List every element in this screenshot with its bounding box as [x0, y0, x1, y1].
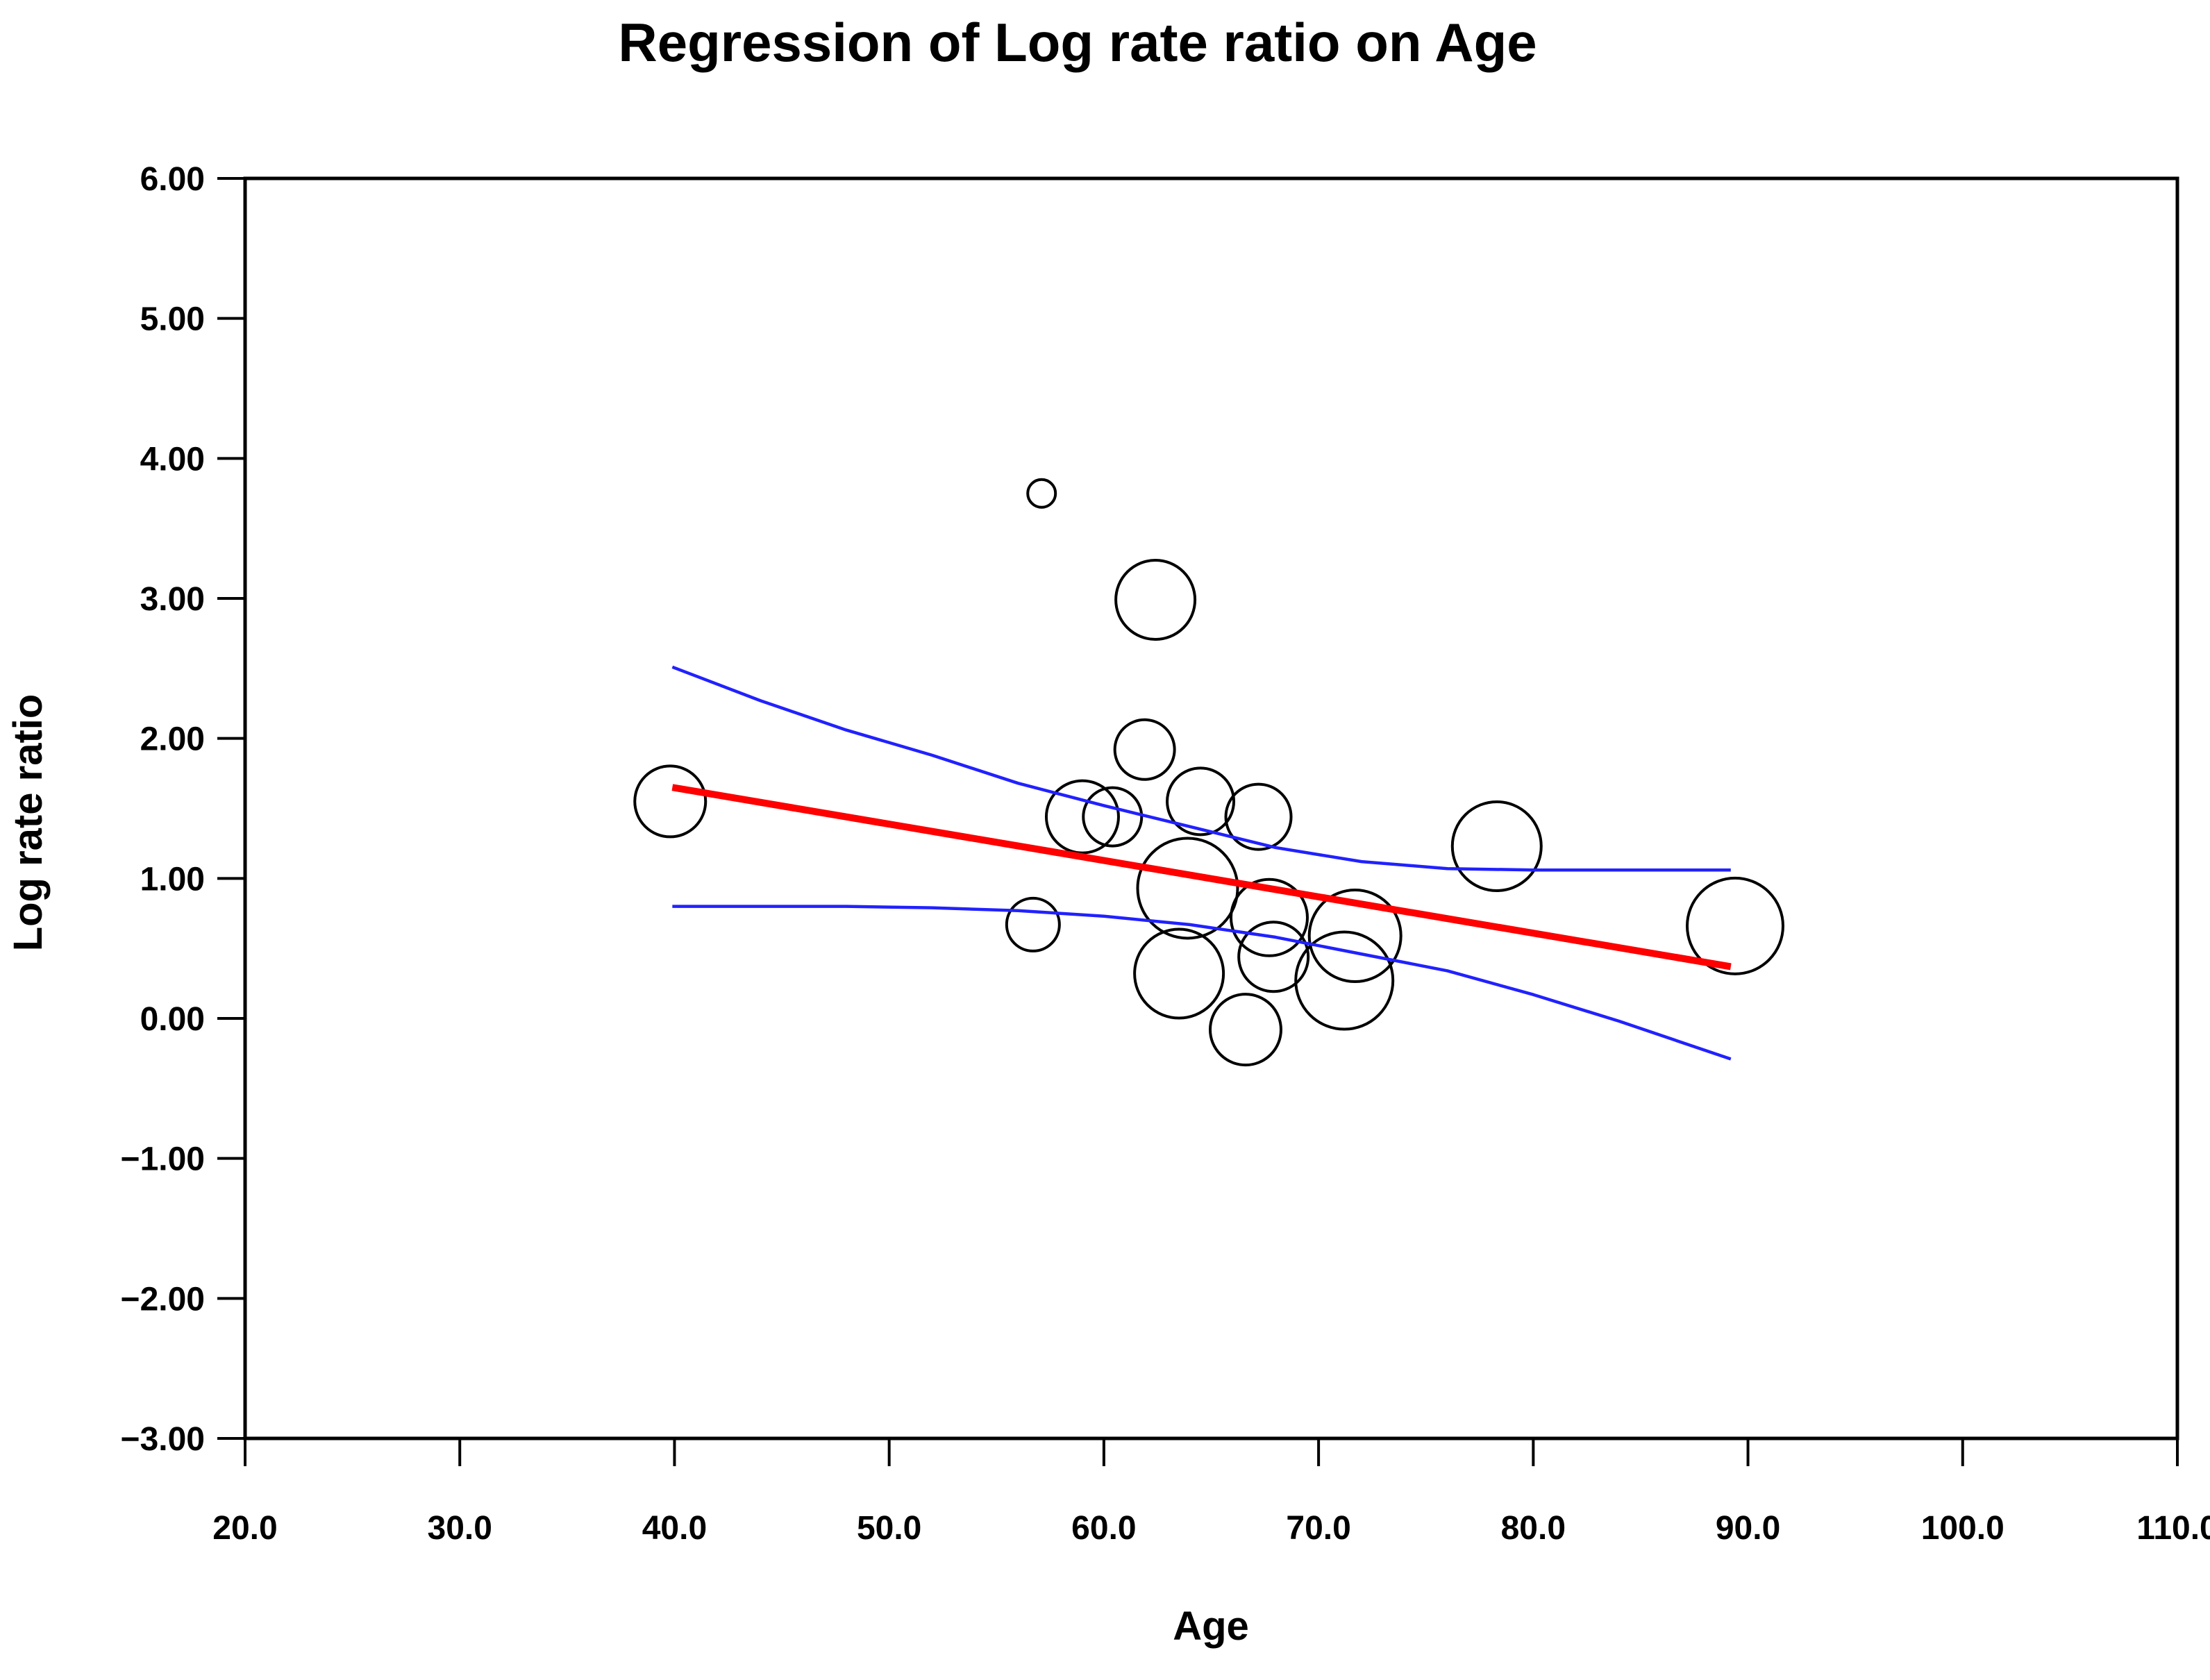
study-bubble: [1082, 786, 1144, 848]
y-tick-label: 6.00: [140, 161, 205, 198]
y-tick-label: 5.00: [140, 301, 205, 338]
study-bubble: [633, 764, 708, 839]
study-bubble: [1166, 766, 1236, 837]
study-bubble: [1208, 993, 1282, 1067]
ticks-group: 6.00 5.00 4.00 3.00 2.00 1.00 0.00 −1.00 −2.00 −3…: [121, 161, 2210, 1547]
bubbles-group: [633, 478, 1785, 1067]
study-bubble: [1136, 837, 1239, 940]
x-tick-label: 20.0: [212, 1510, 277, 1547]
y-tick-label: 4.00: [140, 441, 205, 478]
x-tick-label: 40.0: [642, 1510, 707, 1547]
y-tick-label: −1.00: [121, 1141, 205, 1178]
study-bubble: [1005, 896, 1061, 952]
lines-group: [671, 665, 1732, 1061]
study-bubble: [1307, 889, 1403, 984]
y-tick-label: 1.00: [140, 861, 205, 898]
study-bubble: [1229, 877, 1309, 957]
study-bubble: [1224, 782, 1293, 851]
x-tick-label: 60.0: [1071, 1510, 1136, 1547]
y-tick-label: −2.00: [121, 1281, 205, 1318]
x-axis-title: Age: [1173, 1604, 1249, 1649]
plot-frame-group: [243, 176, 2179, 1440]
ci-upper-line: [671, 665, 1731, 872]
x-tick-label: 80.0: [1501, 1510, 1566, 1547]
study-bubble: [1113, 718, 1176, 781]
study-bubble: [1044, 779, 1120, 855]
study-bubble: [1686, 876, 1785, 975]
plot-frame: [243, 176, 2179, 1440]
study-bubble: [1026, 478, 1057, 509]
x-tick-label: 50.0: [857, 1510, 921, 1547]
x-tick-label: 70.0: [1286, 1510, 1350, 1547]
study-bubble: [1237, 921, 1310, 993]
study-bubble: [1294, 930, 1395, 1031]
study-bubble: [1133, 927, 1225, 1020]
y-tick-label: 3.00: [140, 581, 205, 618]
study-bubble: [1114, 559, 1197, 641]
y-tick-label: 2.00: [140, 721, 205, 758]
chart-title: Regression of Log rate ratio on Age: [618, 12, 1537, 73]
y-tick-label: −3.00: [121, 1421, 205, 1458]
y-tick-label: 0.00: [140, 1001, 205, 1038]
regression-line: [671, 784, 1732, 971]
x-tick-label: 110.0: [2136, 1510, 2210, 1547]
ci-lower-line: [672, 905, 1732, 1061]
x-tick-label: 100.0: [1921, 1510, 2004, 1547]
x-tick-label: 90.0: [1716, 1510, 1780, 1547]
x-tick-label: 30.0: [428, 1510, 492, 1547]
y-axis-title: Log rate ratio: [6, 694, 51, 952]
study-bubble: [1450, 800, 1543, 892]
